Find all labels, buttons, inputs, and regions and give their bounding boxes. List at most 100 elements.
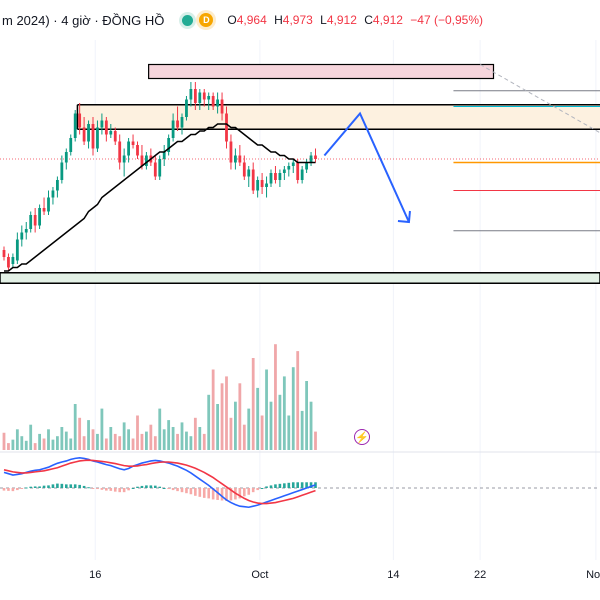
volume-bar xyxy=(122,422,126,450)
volume-bar xyxy=(234,401,237,450)
arrow-head-icon xyxy=(397,210,411,224)
candle-body xyxy=(20,232,24,240)
macd-histogram-bar xyxy=(287,482,291,488)
status-dot-icon xyxy=(182,14,194,26)
candle-body xyxy=(229,141,233,163)
volume-bar xyxy=(296,351,300,450)
candle-body xyxy=(282,169,286,173)
macd-histogram-bar xyxy=(211,488,215,500)
macd-histogram-bar xyxy=(269,485,273,488)
volume-bar xyxy=(33,443,37,450)
macd-histogram-bar xyxy=(189,488,193,495)
time-axis-label: 22 xyxy=(474,569,487,581)
time-axis-label: Oct xyxy=(251,569,269,581)
ohlc-readout: O4,964 H4,973 L4,912 C4,912 −47 (−0,95%) xyxy=(227,13,487,27)
volume-bar xyxy=(7,443,10,450)
candle-body xyxy=(300,169,304,180)
macd-histogram-bar xyxy=(283,483,286,488)
candle-body xyxy=(113,131,117,142)
candle-body xyxy=(265,183,268,187)
macd-histogram-bar xyxy=(2,488,6,491)
macd-histogram-bar xyxy=(260,488,264,489)
candle-body xyxy=(51,190,55,198)
macd-histogram-bar xyxy=(24,487,28,489)
volume-bar xyxy=(167,420,171,450)
flash-icon[interactable]: ⚡ xyxy=(354,429,370,445)
candle-body xyxy=(291,162,295,166)
macd-histogram-bar xyxy=(202,488,206,498)
volume-bar xyxy=(309,401,313,450)
candle-body xyxy=(202,92,206,100)
chart-header: m 2024) · 4 giờ · ĐỒNG HỒ D O4,964 H4,97… xyxy=(0,0,600,40)
volume-bar xyxy=(216,404,219,450)
macd-histogram-bar xyxy=(243,488,246,497)
candle-body xyxy=(24,229,28,233)
time-axis-label: 16 xyxy=(89,569,102,581)
d-badge-icon[interactable]: D xyxy=(199,13,214,27)
macd-histogram-bar xyxy=(42,485,46,488)
volume-bar xyxy=(269,401,273,450)
macd-histogram-bar xyxy=(309,482,313,488)
macd-histogram-bar xyxy=(238,488,242,499)
dashed-trend-line xyxy=(479,64,600,134)
macd-histogram-bar xyxy=(265,486,268,488)
volume-bar xyxy=(256,387,260,450)
candle-body xyxy=(153,162,157,177)
volume-bar xyxy=(56,436,59,450)
volume-bar xyxy=(42,438,46,450)
macd-indicator xyxy=(0,457,600,509)
ma-line xyxy=(4,123,316,272)
volume-bar xyxy=(113,433,117,450)
macd-histogram-bar xyxy=(56,483,59,488)
candle-body xyxy=(225,113,228,142)
symbol-text[interactable]: m 2024) · 4 giờ · ĐỒNG HỒ xyxy=(2,12,165,28)
horizontal-levels[interactable] xyxy=(0,64,600,232)
candle-body xyxy=(145,155,148,166)
candle-body xyxy=(100,120,104,128)
open-label: O xyxy=(227,13,237,27)
volume-bar xyxy=(180,422,184,450)
macd-histogram-bar xyxy=(194,488,197,496)
support-zone xyxy=(0,272,600,284)
candle-body xyxy=(242,162,246,177)
candle-body xyxy=(278,173,282,180)
macd-histogram-bar xyxy=(105,488,108,491)
macd-histogram-bar xyxy=(216,488,219,500)
candle-body xyxy=(234,155,237,163)
macd-histogram-bar xyxy=(229,488,233,501)
candle-body xyxy=(87,124,90,142)
volume-bar xyxy=(96,433,99,450)
candle-body xyxy=(171,120,175,138)
volume-bar xyxy=(149,424,153,450)
macd-histogram-bar xyxy=(38,486,41,488)
candle-body xyxy=(260,180,264,187)
candle-body xyxy=(38,208,41,226)
volume-bar xyxy=(38,433,41,450)
volume-bar xyxy=(29,424,33,450)
candle-body xyxy=(216,99,219,107)
drawing-zones[interactable] xyxy=(0,63,600,284)
projection-path[interactable] xyxy=(323,111,411,224)
candle-body xyxy=(15,239,19,261)
candle-body xyxy=(118,141,122,163)
volume-bar xyxy=(162,429,166,450)
volume-bar xyxy=(118,436,122,450)
volume-bar xyxy=(60,427,64,450)
open-value: 4,964 xyxy=(236,13,267,27)
macd-histogram-bar xyxy=(225,488,228,501)
candle-body xyxy=(211,96,215,107)
candle-body xyxy=(314,155,317,159)
volume-bar xyxy=(64,431,68,450)
volume-bar xyxy=(91,429,95,450)
close-label: C xyxy=(364,13,373,27)
candle-body xyxy=(96,127,99,149)
candle-body xyxy=(56,180,59,191)
volume-bar xyxy=(100,408,104,450)
macd-histogram-bar xyxy=(82,485,86,488)
volume-bar xyxy=(193,417,197,450)
macd-histogram-bar xyxy=(176,488,179,492)
macd-histogram-bar xyxy=(140,485,144,488)
volume-series xyxy=(2,344,317,450)
volume-bar xyxy=(51,439,55,450)
